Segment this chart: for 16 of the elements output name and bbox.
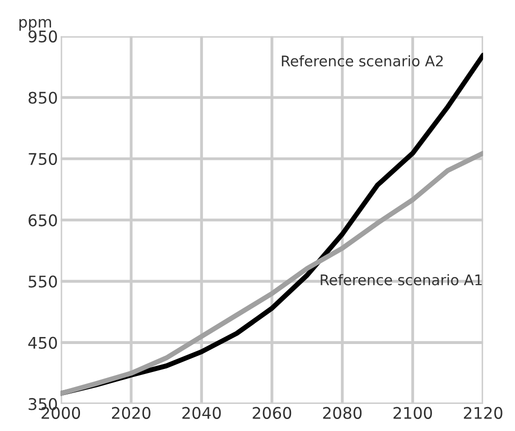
series-label: Reference scenario A2 <box>282 55 443 66</box>
x-tick-label: 2060 <box>252 406 292 419</box>
line-series <box>60 150 484 396</box>
x-tick-label: 2100 <box>394 406 432 419</box>
y-tick-label: 850 <box>28 92 57 104</box>
x-tick-label: 2080 <box>323 406 362 419</box>
series-label: Reference scenario A1 <box>320 274 482 286</box>
x-tick-label: 2120 <box>464 406 502 419</box>
y-axis-title: ppm <box>19 18 52 31</box>
y-tick-label: 750 <box>28 152 57 166</box>
y-tick-label: 950 <box>28 30 57 42</box>
y-tick-label: 550 <box>28 276 57 288</box>
x-tick-label: 2020 <box>112 406 150 419</box>
x-tick-label: 2040 <box>182 406 221 419</box>
y-tick-label: 650 <box>28 214 57 226</box>
y-tick-label: 450 <box>28 336 57 349</box>
